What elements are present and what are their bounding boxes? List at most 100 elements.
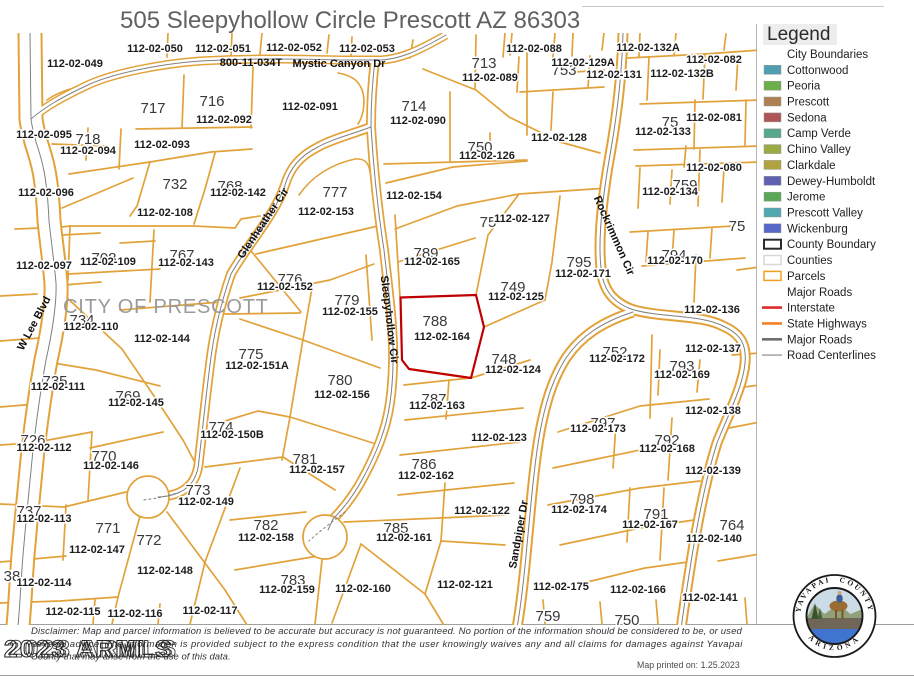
svg-text:112-02-171: 112-02-171 — [555, 268, 611, 280]
svg-text:768: 768 — [217, 178, 242, 195]
svg-text:Wickenburg: Wickenburg — [787, 223, 848, 235]
svg-text:112-02-081: 112-02-081 — [686, 112, 742, 124]
svg-text:Road Centerlines: Road Centerlines — [787, 350, 876, 362]
svg-text:726: 726 — [20, 432, 45, 449]
svg-text:792: 792 — [654, 432, 679, 449]
svg-text:112-02-168: 112-02-168 — [639, 443, 695, 455]
svg-text:Interstate: Interstate — [787, 303, 835, 315]
svg-text:112-02-156: 112-02-156 — [314, 389, 370, 401]
svg-text:112-02-165: 112-02-165 — [404, 256, 460, 268]
svg-text:112-02-111: 112-02-111 — [31, 381, 85, 393]
svg-text:112-02-128: 112-02-128 — [531, 132, 587, 144]
svg-text:112-02-095: 112-02-095 — [16, 129, 72, 141]
svg-text:112-02-164: 112-02-164 — [414, 331, 471, 343]
svg-text:769: 769 — [115, 388, 140, 405]
svg-text:112-02-127: 112-02-127 — [494, 213, 550, 225]
svg-text:Map printed on: 1.25.2023: Map printed on: 1.25.2023 — [637, 660, 740, 670]
svg-text:773: 773 — [185, 482, 210, 499]
svg-text:777: 777 — [322, 184, 347, 201]
svg-text:2023 ARMLS: 2023 ARMLS — [4, 636, 174, 663]
svg-text:775: 775 — [238, 346, 263, 363]
svg-text:770: 770 — [91, 448, 116, 465]
svg-text:112-02-109: 112-02-109 — [80, 256, 136, 268]
svg-text:112-02-151A: 112-02-151A — [225, 360, 289, 372]
svg-text:112-02-051: 112-02-051 — [195, 43, 251, 55]
svg-text:781: 781 — [292, 451, 317, 468]
svg-text:794: 794 — [661, 247, 686, 264]
svg-text:753: 753 — [551, 62, 576, 79]
svg-text:112-02-117: 112-02-117 — [182, 605, 237, 617]
svg-text:732: 732 — [162, 176, 187, 193]
svg-text:786: 786 — [411, 456, 436, 473]
svg-text:Legend: Legend — [767, 24, 830, 45]
svg-text:112-02-115: 112-02-115 — [45, 606, 100, 618]
svg-text:112-02-153: 112-02-153 — [298, 206, 354, 218]
svg-text:Jerome: Jerome — [787, 192, 825, 204]
svg-text:Mystic Canyon Dr: Mystic Canyon Dr — [293, 58, 387, 70]
svg-text:Major Roads: Major Roads — [787, 287, 852, 299]
svg-text:112-02-092: 112-02-092 — [196, 114, 252, 126]
svg-text:112-02-108: 112-02-108 — [137, 207, 193, 219]
svg-text:112-02-132B: 112-02-132B — [650, 68, 714, 80]
svg-text:Dewey-Humboldt: Dewey-Humboldt — [787, 176, 876, 188]
svg-text:779: 779 — [334, 292, 359, 309]
svg-text:Clarkdale: Clarkdale — [787, 160, 836, 172]
svg-text:767: 767 — [169, 247, 194, 264]
svg-text:764: 764 — [719, 517, 744, 534]
svg-text:789: 789 — [413, 245, 438, 262]
svg-text:713: 713 — [471, 55, 496, 72]
svg-text:112-02-126: 112-02-126 — [459, 150, 515, 162]
svg-text:38: 38 — [4, 568, 21, 585]
svg-text:750: 750 — [467, 139, 492, 156]
svg-text:708: 708 — [91, 250, 116, 267]
svg-text:776: 776 — [277, 271, 302, 288]
svg-text:Disclaimer: Map and parcel inf: Disclaimer: Map and parcel information i… — [31, 626, 743, 637]
svg-text:County that may arise from the: County that may arise from the use of th… — [31, 652, 231, 663]
svg-text:County Boundary: County Boundary — [787, 239, 876, 251]
svg-text:Sedona: Sedona — [787, 112, 827, 124]
svg-text:750: 750 — [614, 612, 639, 629]
svg-text:75: 75 — [480, 214, 497, 231]
svg-text:112-02-116: 112-02-116 — [107, 608, 162, 620]
svg-text:112-02-097: 112-02-097 — [16, 260, 72, 272]
svg-text:112-02-053: 112-02-053 — [339, 43, 395, 55]
svg-text:112-02-091: 112-02-091 — [282, 101, 338, 113]
svg-text:112-02-157: 112-02-157 — [289, 464, 345, 476]
svg-text:112-02-082: 112-02-082 — [686, 54, 742, 66]
svg-text:112-02-141: 112-02-141 — [682, 592, 738, 604]
svg-text:112-02-147: 112-02-147 — [69, 544, 125, 556]
svg-text:112-02-132A: 112-02-132A — [616, 42, 680, 54]
svg-text:112-02-174: 112-02-174 — [551, 504, 608, 516]
svg-text:75: 75 — [729, 218, 746, 235]
svg-text:112-02-138: 112-02-138 — [685, 405, 741, 417]
svg-text:112-02-146: 112-02-146 — [83, 460, 139, 472]
svg-text:112-02-155: 112-02-155 — [322, 306, 378, 318]
svg-text:787: 787 — [421, 391, 446, 408]
svg-text:112-02-080: 112-02-080 — [686, 162, 742, 174]
svg-text:City Boundaries: City Boundaries — [787, 49, 868, 61]
svg-text:112-02-094: 112-02-094 — [60, 145, 117, 157]
svg-text:112-02-137: 112-02-137 — [685, 343, 741, 355]
svg-text:759: 759 — [535, 608, 560, 625]
svg-text:112-02-133: 112-02-133 — [635, 126, 691, 138]
svg-text:112-02-122: 112-02-122 — [454, 505, 510, 517]
svg-text:112-02-148: 112-02-148 — [137, 565, 193, 577]
svg-text:505 Sleepyhollow Circle Presco: 505 Sleepyhollow Circle Prescott AZ 8630… — [120, 7, 580, 34]
svg-text:734: 734 — [69, 312, 94, 329]
svg-text:793: 793 — [669, 358, 694, 375]
svg-text:112-02-144: 112-02-144 — [134, 333, 191, 345]
svg-text:112-02-152: 112-02-152 — [257, 281, 313, 293]
svg-text:112-02-173: 112-02-173 — [570, 423, 626, 435]
svg-text:112-02-149: 112-02-149 — [178, 496, 234, 508]
svg-text:Camp Verde: Camp Verde — [787, 128, 851, 140]
svg-text:112-02-150B: 112-02-150B — [200, 429, 264, 441]
svg-text:112-02-090: 112-02-090 — [390, 115, 446, 127]
svg-text:112-02-161: 112-02-161 — [376, 532, 432, 544]
svg-text:716: 716 — [199, 93, 224, 110]
svg-text:112-02-166: 112-02-166 — [610, 584, 666, 596]
svg-text:785: 785 — [383, 520, 408, 537]
svg-text:112-02-154: 112-02-154 — [386, 190, 443, 202]
svg-text:112-02-167: 112-02-167 — [622, 519, 678, 531]
svg-text:112-02-049: 112-02-049 — [47, 58, 103, 70]
svg-text:774: 774 — [208, 419, 233, 436]
